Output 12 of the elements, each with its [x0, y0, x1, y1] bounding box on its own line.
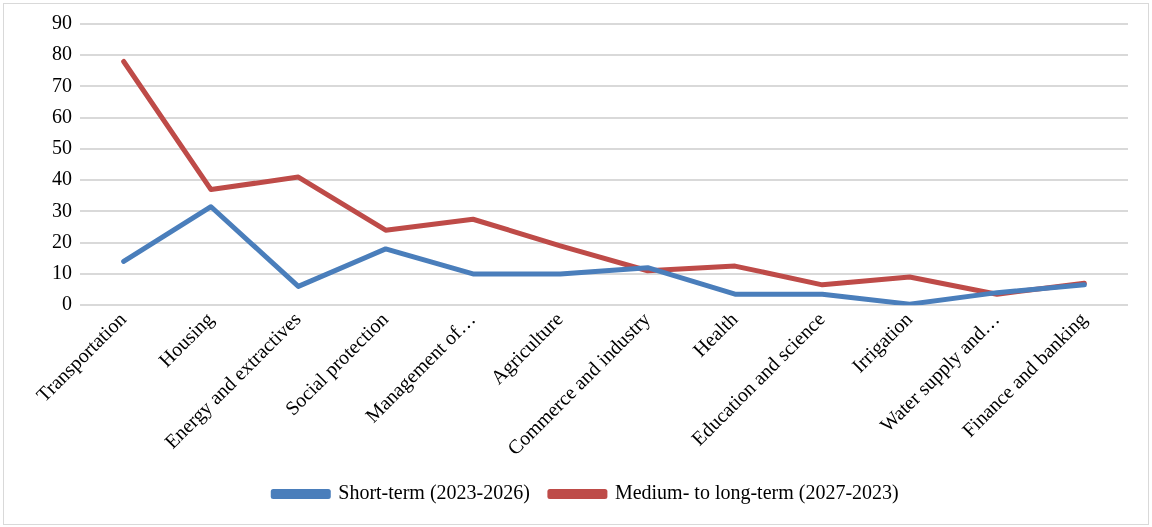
y-tick-label: 70: [52, 73, 72, 96]
y-tick-label: 40: [52, 167, 72, 190]
legend-label: Medium- to long-term (2027-2023): [614, 481, 899, 505]
y-tick-label: 50: [52, 136, 72, 159]
y-tick-label: 80: [52, 42, 72, 65]
y-tick-label: 0: [62, 292, 72, 315]
y-tick-label: 10: [52, 261, 72, 284]
y-tick-label: 20: [52, 229, 72, 252]
legend-label: Short-term (2023-2026): [338, 481, 530, 505]
y-tick-label: 30: [52, 198, 72, 221]
y-tick-label: 60: [52, 104, 72, 127]
y-tick-label: 90: [52, 11, 72, 34]
